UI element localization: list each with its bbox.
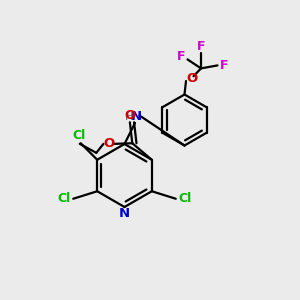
Text: Cl: Cl	[57, 192, 70, 205]
Text: H: H	[125, 112, 133, 122]
Text: O: O	[124, 109, 136, 122]
Text: F: F	[197, 40, 205, 53]
Text: O: O	[186, 71, 198, 85]
Text: F: F	[220, 59, 228, 72]
Text: O: O	[103, 137, 114, 150]
Text: F: F	[177, 50, 185, 64]
Text: N: N	[119, 207, 130, 220]
Text: Cl: Cl	[73, 129, 86, 142]
Text: N: N	[131, 110, 142, 124]
Text: Cl: Cl	[178, 192, 191, 205]
